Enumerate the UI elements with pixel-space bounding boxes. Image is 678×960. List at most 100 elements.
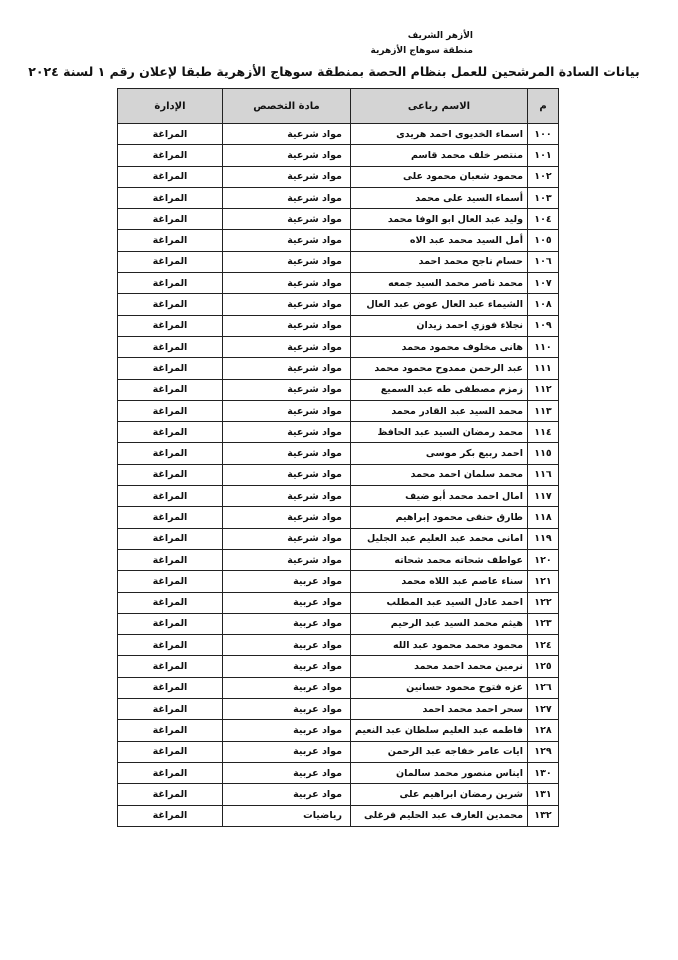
cell-department: المراغة [117, 272, 223, 295]
candidates-table: م الاسم رباعى مادة التخصص الإدارة ١٠٠ اسم… [117, 88, 559, 827]
cell-department: المراغة [117, 804, 223, 827]
organization-header: الأزهر الشريف منطقة سوهاج الأزهرية [371, 29, 473, 59]
cell-name: نرمين محمد احمد محمد [349, 655, 529, 678]
cell-number: ١٠٣ [527, 186, 559, 210]
cell-subject: مواد عربية [221, 719, 351, 742]
cell-subject: مواد عربية [221, 783, 351, 806]
cell-department: المراغة [117, 612, 223, 636]
cell-number: ١٢١ [527, 570, 559, 593]
cell-name: أمل السيد محمد عبد الاه [349, 229, 529, 252]
table-row: ١٣٢ محمدين العارف عبد الحليم فرغلى رياضيات… [117, 804, 559, 827]
cell-number: ١٠٧ [527, 272, 559, 295]
cell-department: المراغة [117, 250, 223, 274]
cell-department: المراغة [117, 208, 223, 231]
cell-number: ١٠٢ [527, 165, 559, 188]
cell-number: ١٣٠ [527, 761, 559, 785]
cell-subject: مواد شرعية [221, 378, 351, 401]
table-row: ١١٨ طارق حنفى محمود إبراهيم مواد شرعية المر… [117, 506, 559, 529]
table-row: ١٠٩ نجلاء فوزي احمد زيدان مواد شرعية المراغ… [117, 314, 559, 337]
cell-subject: مواد عربية [221, 761, 351, 785]
table-row: ١٣٠ ايناس منصور محمد سالمان مواد عربية المر… [117, 761, 559, 785]
table-row: ١١٤ محمد رمضان السيد عبد الحافظ مواد شرعية… [117, 421, 559, 444]
table-row: ١٠٤ وليد عبد العال ابو الوفا محمد مواد شرع… [117, 208, 559, 231]
table-row: ١٠٥ أمل السيد محمد عبد الاه مواد شرعية المر… [117, 229, 559, 252]
cell-department: المراغة [117, 378, 223, 401]
cell-name: امال احمد محمد أبو ضيف [349, 485, 529, 508]
cell-subject: مواد شرعية [221, 272, 351, 295]
table-row: ١٢٤ محمود محمد محمود عبد الله مواد عربية ال… [117, 634, 559, 657]
cell-subject: مواد شرعية [221, 229, 351, 252]
table-row: ١٠٦ حسام ناجح محمد احمد مواد شرعية المراغة [117, 250, 559, 274]
cell-number: ١٢٣ [527, 612, 559, 636]
table-row: ١١٣ محمد السيد عبد القادر محمد مواد شرعية ا… [117, 399, 559, 423]
table-row: ١٢٢ احمد عادل السيد عبد المطلب مواد عربية ا… [117, 591, 559, 614]
cell-name: الشيماء عبد العال عوض عبد العال [349, 293, 529, 316]
cell-name: محمود شعبان محمود على [349, 165, 529, 188]
cell-department: المراغة [117, 485, 223, 508]
cell-subject: مواد شرعية [221, 144, 351, 167]
cell-number: ١٢٥ [527, 655, 559, 678]
cell-name: هيثم محمد السيد عبد الرحيم [349, 612, 529, 636]
cell-subject: مواد شرعية [221, 250, 351, 274]
cell-subject: مواد عربية [221, 634, 351, 657]
cell-department: المراغة [117, 357, 223, 380]
cell-name: محمد سلمان احمد محمد [349, 463, 529, 487]
cell-number: ١٢٩ [527, 740, 559, 763]
table-row: ١٢٠ عواطف شحاته محمد شحاته مواد شرعية المرا… [117, 548, 559, 572]
cell-name: حسام ناجح محمد احمد [349, 250, 529, 274]
cell-name: عواطف شحاته محمد شحاته [349, 548, 529, 572]
cell-name: امانى محمد عبد العليم عبد الجليل [349, 527, 529, 550]
cell-number: ١٢٧ [527, 698, 559, 721]
column-header-name: الاسم رباعى [349, 88, 529, 124]
cell-department: المراغة [117, 783, 223, 806]
cell-department: المراغة [117, 122, 223, 146]
cell-number: ١٠٠ [527, 122, 559, 146]
cell-name: شرين رمضان ابراهيم على [349, 783, 529, 806]
cell-number: ١٠٦ [527, 250, 559, 274]
cell-number: ١٢٠ [527, 548, 559, 572]
cell-subject: مواد شرعية [221, 314, 351, 337]
cell-subject: مواد شرعية [221, 357, 351, 380]
cell-number: ١١١ [527, 357, 559, 380]
cell-subject: مواد عربية [221, 676, 351, 700]
cell-number: ١٠٥ [527, 229, 559, 252]
table-row: ١٢٥ نرمين محمد احمد محمد مواد عربية المراغة [117, 655, 559, 678]
cell-name: محمد السيد عبد القادر محمد [349, 399, 529, 423]
cell-name: هانى مخلوف محمود محمد [349, 335, 529, 359]
cell-subject: مواد شرعية [221, 442, 351, 465]
table-row: ١١٧ امال احمد محمد أبو ضيف مواد شرعية المرا… [117, 485, 559, 508]
cell-name: محمدين العارف عبد الحليم فرغلى [349, 804, 529, 827]
cell-number: ١١٧ [527, 485, 559, 508]
cell-subject: مواد شرعية [221, 485, 351, 508]
cell-subject: مواد شرعية [221, 463, 351, 487]
cell-department: المراغة [117, 740, 223, 763]
cell-name: عبد الرحمن ممدوح محمود محمد [349, 357, 529, 380]
cell-department: المراغة [117, 399, 223, 423]
cell-department: المراغة [117, 761, 223, 785]
cell-department: المراغة [117, 442, 223, 465]
column-header-department: الإدارة [117, 88, 223, 124]
cell-department: المراغة [117, 165, 223, 188]
table-row: ١٢٧ سحر احمد محمد احمد مواد عربية المراغة [117, 698, 559, 721]
cell-department: المراغة [117, 548, 223, 572]
column-header-number: م [527, 88, 559, 124]
column-header-subject: مادة التخصص [221, 88, 351, 124]
cell-department: المراغة [117, 229, 223, 252]
cell-name: محمد ناصر محمد السيد جمعه [349, 272, 529, 295]
table-row: ١٠٧ محمد ناصر محمد السيد جمعه مواد شرعية ال… [117, 272, 559, 295]
cell-number: ١١٥ [527, 442, 559, 465]
cell-department: المراغة [117, 463, 223, 487]
cell-subject: مواد عربية [221, 570, 351, 593]
cell-number: ١٠١ [527, 144, 559, 167]
cell-name: وليد عبد العال ابو الوفا محمد [349, 208, 529, 231]
table-row: ١٠٠ اسماء الخديوى احمد هريدى مواد شرعية الم… [117, 122, 559, 146]
cell-name: محمود محمد محمود عبد الله [349, 634, 529, 657]
table-row: ١٣١ شرين رمضان ابراهيم على مواد عربية المرا… [117, 783, 559, 806]
cell-department: المراغة [117, 570, 223, 593]
cell-department: المراغة [117, 335, 223, 359]
cell-name: احمد ربيع بكر موسى [349, 442, 529, 465]
cell-number: ١٢٦ [527, 676, 559, 700]
cell-subject: مواد شرعية [221, 208, 351, 231]
table-row: ١٢١ سناء عاصم عبد اللاه محمد مواد عربية الم… [117, 570, 559, 593]
cell-number: ١١٩ [527, 527, 559, 550]
